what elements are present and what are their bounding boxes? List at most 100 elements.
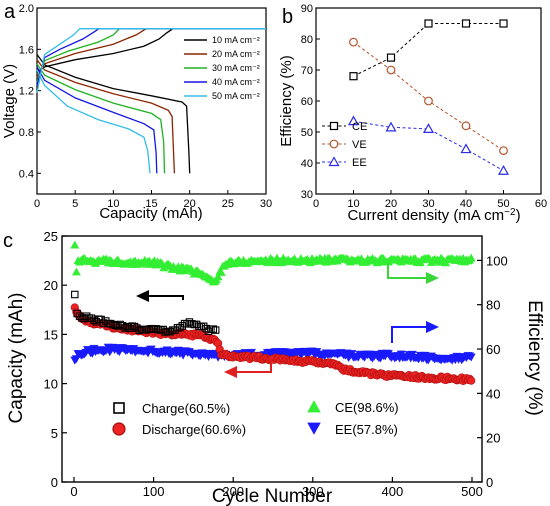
x-tick-label: 60 <box>535 198 547 210</box>
panel-c-label: c <box>3 230 13 252</box>
y-tick-label: 2.0 <box>19 3 34 15</box>
charge-point <box>209 325 218 333</box>
x-tick-label: 20 <box>385 198 397 210</box>
series-line-CE <box>353 23 504 77</box>
panel-a-label: a <box>4 1 16 23</box>
ce-point <box>70 240 80 249</box>
y-tick-label: 0.4 <box>19 168 34 180</box>
legend-label: CE <box>352 121 367 133</box>
charge-arrow-shaft <box>148 295 184 300</box>
charge-point <box>166 327 175 336</box>
legend-charge-marker <box>113 402 125 414</box>
discharge-arrow-shaft <box>236 356 272 373</box>
y-tick-label-right: 100 <box>486 253 508 268</box>
panel-c-frame <box>61 235 483 483</box>
point-EE <box>460 143 472 154</box>
charge-point <box>192 320 201 329</box>
x-tick-label: 10 <box>107 198 119 210</box>
panel-c-arrows <box>136 263 439 378</box>
panel-b-ylabel: Efficiency (%) <box>278 55 295 146</box>
legend-marker <box>328 156 340 167</box>
charge-point <box>109 320 117 329</box>
y-tick-label: 70 <box>301 65 313 77</box>
point-EE <box>385 121 397 132</box>
legend-marker <box>329 121 339 131</box>
point-EE <box>422 123 435 133</box>
x-tick-label: 0 <box>313 198 319 210</box>
ee-point <box>466 353 476 362</box>
charge-curve-5 <box>36 28 266 93</box>
point-VE <box>461 121 471 131</box>
legend-label: 30 mA cm⁻² <box>212 63 260 73</box>
charge-point <box>199 322 208 331</box>
charge-point <box>114 322 122 330</box>
y-tick-label-left: 10 <box>44 377 58 392</box>
y-tick-label-left: 15 <box>44 327 58 342</box>
x-tick-label: 5 <box>72 198 78 210</box>
charge-point <box>80 314 89 323</box>
legend-label: 10 mA cm⁻² <box>212 35 260 45</box>
y-tick-label: 90 <box>301 3 313 15</box>
legend-ee-label: EE(57.8%) <box>335 422 398 437</box>
ce-arrow-head <box>426 272 439 284</box>
point-EE <box>497 165 510 175</box>
ce-point <box>213 272 223 281</box>
charge-point <box>188 320 196 328</box>
charge-point <box>71 290 79 299</box>
panel-a-ylabel: Voltage (V) <box>1 64 18 138</box>
ce-point <box>466 253 476 262</box>
x-tick-label: 0 <box>34 198 40 210</box>
charge-curve-1 <box>36 28 266 73</box>
charge-point <box>204 327 213 335</box>
y-tick-label-right: 60 <box>486 342 500 357</box>
charge-point <box>183 320 191 328</box>
point-CE <box>424 19 433 28</box>
legend-label: 40 mA cm⁻² <box>212 77 260 87</box>
charge-point <box>75 312 84 320</box>
y-tick-label-left: 5 <box>51 426 58 441</box>
y-tick-label: 60 <box>301 96 313 108</box>
y-tick-label: 50 <box>301 127 313 139</box>
x-tick-label: 500 <box>461 484 483 499</box>
y-tick-label: 1.6 <box>19 44 34 56</box>
discharge-arrow-head <box>224 366 237 378</box>
charge-point <box>118 322 127 330</box>
charge-point <box>82 312 91 320</box>
x-tick-label: 15 <box>145 198 157 210</box>
point-CE <box>461 19 471 28</box>
y-tick-label: 0.8 <box>19 127 34 139</box>
x-tick-label: 40 <box>460 198 472 210</box>
charge-point <box>176 323 184 332</box>
x-tick-label: 0 <box>70 484 77 499</box>
panel-b-xlabel: Current density (mA cm−2) <box>347 207 520 224</box>
x-tick-label: 30 <box>422 198 434 210</box>
x-tick-label: 25 <box>222 198 234 210</box>
charge-point <box>92 317 101 326</box>
y-tick-label-right: 40 <box>486 386 500 401</box>
legend-charge-label: Charge(60.5%) <box>142 401 230 416</box>
charge-point <box>178 322 187 330</box>
point-CE <box>349 72 358 81</box>
x-tick-label: 100 <box>143 484 165 499</box>
legend-label: 50 mA cm⁻² <box>212 91 260 101</box>
y-tick-label-left: 20 <box>44 278 58 293</box>
y-tick-label: 40 <box>301 158 313 170</box>
legend-ce-marker <box>307 400 321 413</box>
x-tick-label: 200 <box>222 484 244 499</box>
charge-point <box>99 319 108 327</box>
x-tick-label: 20 <box>184 198 196 210</box>
y-tick-label: 80 <box>301 34 313 46</box>
panel-b-legend: CE VE EE <box>322 121 367 169</box>
legend-discharge-marker <box>112 422 126 436</box>
charge-point <box>135 326 144 335</box>
x-tick-label: 50 <box>497 198 509 210</box>
y-tick-label-right: 0 <box>486 475 493 490</box>
charge-point <box>106 319 115 328</box>
discharge-curve-1 <box>36 54 191 174</box>
ee-arrow-head <box>426 321 439 333</box>
charge-point <box>180 319 189 328</box>
panel-c-ylabel-left: Capacity (mAh) <box>6 293 27 424</box>
panel-c-legend: Charge(60.5%) Discharge(60.6%) CE(98.6%) EE… <box>112 400 399 437</box>
